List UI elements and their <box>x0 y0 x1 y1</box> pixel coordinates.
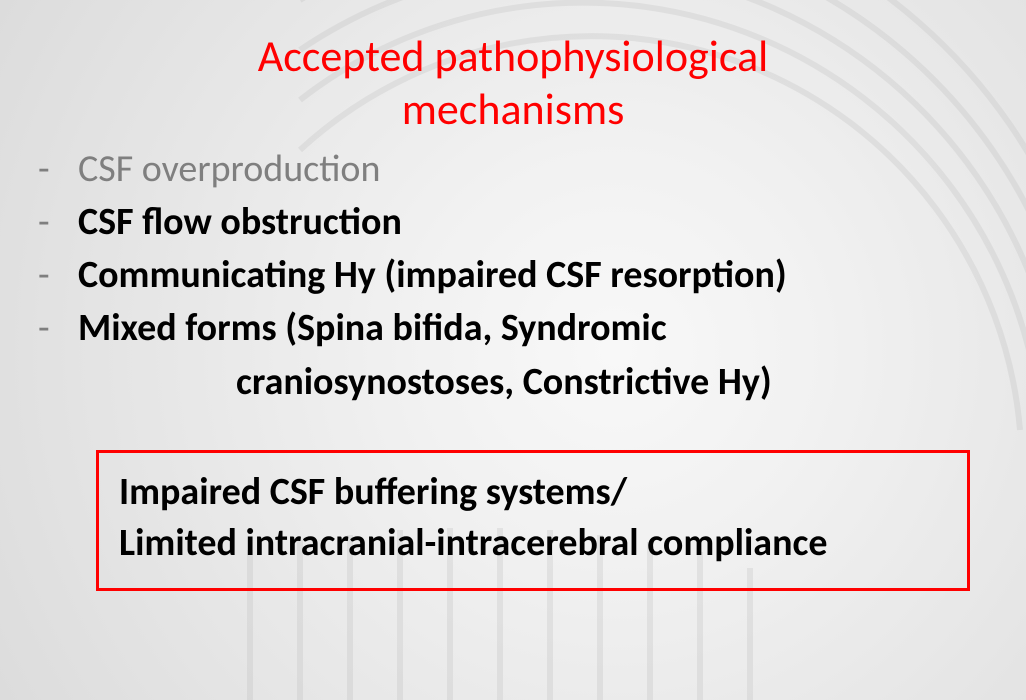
slide-title: Accepted pathophysiological mechanisms <box>20 30 1006 136</box>
spacer <box>20 408 1006 450</box>
slide-container: Accepted pathophysiological mechanisms -… <box>0 0 1026 700</box>
list-item: - CSF flow obstruction <box>38 197 986 248</box>
bullet-text: CSF flow obstruction <box>78 197 402 248</box>
bullet-dash: - <box>38 144 78 195</box>
highlight-box: Impaired CSF buffering systems/ Limited … <box>96 450 970 591</box>
bullet-text: CSF overproduction <box>78 144 380 195</box>
bullet-list: - CSF overproduction - CSF flow obstruct… <box>20 144 1006 408</box>
bullet-dash: - <box>38 250 78 301</box>
box-line-1: Impaired CSF buffering systems/ <box>119 467 947 518</box>
bullet-text: Mixed forms (Spina bifida, Syndromic <box>78 303 667 354</box>
list-item: - Communicating Hy (impaired CSF resorpt… <box>38 250 986 301</box>
list-item: - CSF overproduction <box>38 144 986 195</box>
box-line-2: Limited intracranial-intracerebral compl… <box>119 518 947 569</box>
bullet-dash: - <box>38 303 78 354</box>
bullet-text-wrap: craniosynostoses, Constrictive Hy) <box>38 357 986 408</box>
title-line-1: Accepted pathophysiological <box>258 29 769 83</box>
title-line-2: mechanisms <box>402 82 625 136</box>
bullet-text: Communicating Hy (impaired CSF resorptio… <box>78 250 787 301</box>
bullet-dash: - <box>38 197 78 248</box>
list-item: - Mixed forms (Spina bifida, Syndromic <box>38 303 986 354</box>
